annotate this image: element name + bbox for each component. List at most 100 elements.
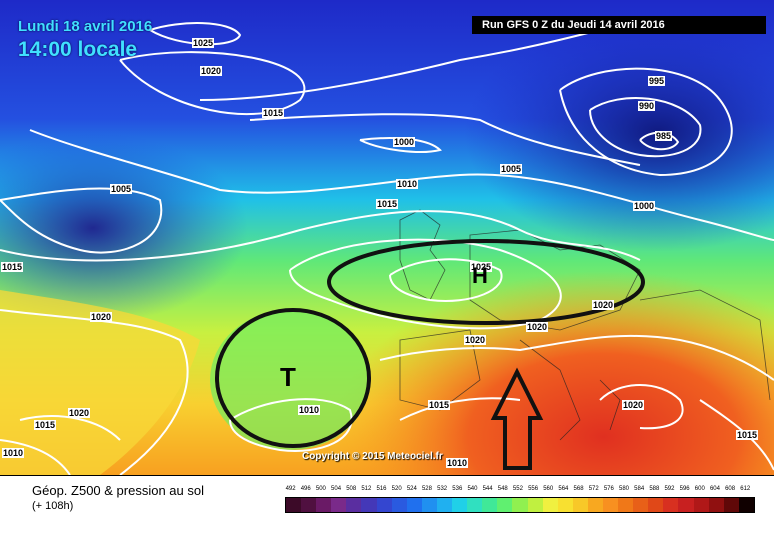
isobar-label: 1015 bbox=[34, 420, 57, 430]
isobar-label: 1015 bbox=[376, 199, 399, 209]
scale-tick-label: 528 bbox=[421, 486, 432, 492]
isobar-label: 1020 bbox=[464, 335, 487, 345]
scale-tick-label: 500 bbox=[315, 486, 326, 492]
scale-tick-label: 568 bbox=[573, 486, 584, 492]
scale-tick-label: 524 bbox=[406, 486, 417, 492]
isobar-label: 1010 bbox=[2, 448, 25, 458]
isobar-label: 1005 bbox=[500, 164, 523, 174]
isobar-label: 1015 bbox=[736, 430, 759, 440]
copyright: Copyright © 2015 Meteociel.fr bbox=[302, 451, 443, 462]
north-arrow bbox=[490, 367, 544, 470]
isobar-label: 1025 bbox=[470, 262, 493, 272]
isobar-label: 1020 bbox=[200, 66, 223, 76]
isobar-label: 1020 bbox=[68, 408, 91, 418]
scale-tick-label: 560 bbox=[543, 486, 554, 492]
scale-swatch bbox=[301, 498, 317, 512]
scale-tick-label: 596 bbox=[679, 486, 690, 492]
scale-tick-label: 588 bbox=[649, 486, 660, 492]
scale-swatch bbox=[286, 498, 302, 512]
scale-swatch bbox=[587, 498, 603, 512]
scale-swatch bbox=[542, 498, 558, 512]
scale-tick-label: 564 bbox=[558, 486, 569, 492]
scale-swatch bbox=[316, 498, 332, 512]
scale-swatch bbox=[452, 498, 468, 512]
scale-tick-label: 572 bbox=[588, 486, 599, 492]
scale-labels: 492 496 500 504 508 512 516 520 524 528 532 536 540 5… bbox=[283, 486, 753, 496]
scale-swatch bbox=[512, 498, 528, 512]
scale-tick-label: 600 bbox=[694, 486, 705, 492]
scale-swatch bbox=[678, 498, 694, 512]
isobar-label: 1015 bbox=[428, 400, 451, 410]
isobar-label: 1015 bbox=[262, 108, 285, 118]
isobar-label: 1005 bbox=[110, 184, 133, 194]
scale-tick-label: 548 bbox=[497, 486, 508, 492]
scale-swatch bbox=[572, 498, 588, 512]
scale-swatch bbox=[482, 498, 498, 512]
scale-swatch bbox=[436, 498, 453, 512]
forecast-date: Lundi 18 avril 2016 bbox=[18, 18, 153, 35]
legend-title: Géop. Z500 & pression au sol bbox=[32, 483, 204, 498]
scale-swatch bbox=[648, 498, 664, 512]
scale-tick-label: 604 bbox=[709, 486, 720, 492]
isobar-label: 1020 bbox=[526, 322, 549, 332]
high-ring bbox=[327, 239, 645, 325]
scale-swatch bbox=[331, 498, 347, 512]
scale-tick-label: 608 bbox=[725, 486, 736, 492]
isobar-label: 1000 bbox=[633, 201, 656, 211]
scale-swatch bbox=[602, 498, 619, 512]
scale-swatch bbox=[633, 498, 649, 512]
scale-swatch bbox=[723, 498, 739, 512]
scale-tick-label: 504 bbox=[331, 486, 342, 492]
scale-swatch bbox=[708, 498, 724, 512]
legend-subtitle: (+ 108h) bbox=[32, 500, 74, 512]
scale-tick-label: 520 bbox=[391, 486, 402, 492]
scale-swatch bbox=[497, 498, 513, 512]
scale-tick-label: 584 bbox=[634, 486, 645, 492]
scale-tick-label: 512 bbox=[361, 486, 372, 492]
isobar-label: 1025 bbox=[192, 38, 215, 48]
forecast-time: 14:00 locale bbox=[18, 38, 138, 61]
scale-tick-label: 612 bbox=[740, 486, 751, 492]
scale-swatch bbox=[663, 498, 679, 512]
scale-tick-label: 536 bbox=[452, 486, 463, 492]
scale-swatch bbox=[527, 498, 543, 512]
map-canvas bbox=[0, 0, 774, 475]
isobar-label: 985 bbox=[655, 131, 673, 141]
isobar-label: 1010 bbox=[446, 458, 469, 468]
scale-tick-label: 492 bbox=[285, 486, 296, 492]
isobar-label: 990 bbox=[638, 101, 656, 111]
isobar-label: 1020 bbox=[622, 400, 645, 410]
color-scale-bar bbox=[285, 497, 755, 513]
scale-tick-label: 496 bbox=[300, 486, 311, 492]
scale-tick-label: 580 bbox=[619, 486, 630, 492]
scale-swatch bbox=[738, 498, 754, 512]
isobar-label: 1010 bbox=[396, 179, 419, 189]
scale-swatch bbox=[618, 498, 634, 512]
isobar-label: 995 bbox=[648, 76, 666, 86]
isobar-label: 1010 bbox=[298, 405, 321, 415]
scale-tick-label: 544 bbox=[482, 486, 493, 492]
scale-tick-label: 576 bbox=[603, 486, 614, 492]
scale-swatch bbox=[361, 498, 377, 512]
high-pressure-marker: H bbox=[472, 263, 488, 288]
scale-swatch bbox=[346, 498, 362, 512]
scale-swatch bbox=[421, 498, 437, 512]
scale-swatch bbox=[693, 498, 709, 512]
isobar-label: 1000 bbox=[393, 137, 416, 147]
isobar-label: 1020 bbox=[90, 312, 113, 322]
run-label: Run GFS 0 Z du Jeudi 14 avril 2016 bbox=[472, 16, 766, 34]
scale-tick-label: 508 bbox=[346, 486, 357, 492]
scale-tick-label: 532 bbox=[437, 486, 448, 492]
scale-tick-label: 552 bbox=[512, 486, 523, 492]
isobar-label: 1020 bbox=[592, 300, 615, 310]
scale-tick-label: 556 bbox=[528, 486, 539, 492]
scale-swatch bbox=[467, 498, 483, 512]
weather-map: Lundi 18 avril 2016 14:00 locale Run GFS… bbox=[0, 0, 774, 476]
scale-swatch bbox=[557, 498, 573, 512]
scale-swatch bbox=[376, 498, 392, 512]
scale-tick-label: 592 bbox=[664, 486, 675, 492]
low-ring bbox=[215, 308, 371, 448]
scale-tick-label: 540 bbox=[467, 486, 478, 492]
scale-swatch bbox=[391, 498, 407, 512]
isobar-label: 1015 bbox=[1, 262, 24, 272]
